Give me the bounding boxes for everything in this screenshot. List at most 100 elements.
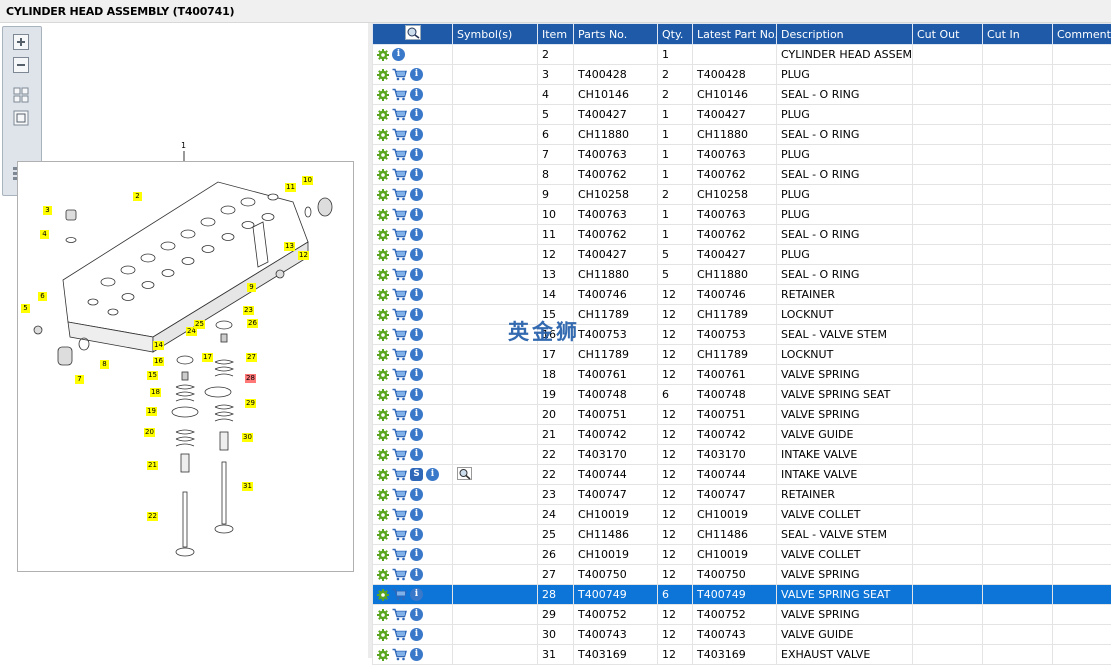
callout-26[interactable]: 26 xyxy=(247,319,258,328)
cart-icon[interactable] xyxy=(392,628,407,641)
callout-18[interactable]: 18 xyxy=(150,388,161,397)
cart-icon[interactable] xyxy=(392,448,407,461)
callout-30[interactable]: 30 xyxy=(242,433,253,442)
info-icon[interactable]: i xyxy=(410,568,423,581)
cart-icon[interactable] xyxy=(392,428,407,441)
info-icon[interactable]: i xyxy=(410,508,423,521)
cart-icon[interactable] xyxy=(392,328,407,341)
cart-icon[interactable] xyxy=(392,468,407,481)
gear-icon[interactable] xyxy=(377,629,389,641)
magnifier-icon[interactable] xyxy=(457,467,472,480)
callout-9[interactable]: 9 xyxy=(247,283,256,292)
gear-icon[interactable] xyxy=(377,549,389,561)
column-header-qty[interactable]: Qty. xyxy=(658,24,693,45)
gear-icon[interactable] xyxy=(377,389,389,401)
cart-icon[interactable] xyxy=(392,488,407,501)
fit-all-icon[interactable] xyxy=(12,86,30,104)
info-icon[interactable]: i xyxy=(410,448,423,461)
callout-8[interactable]: 8 xyxy=(100,360,109,369)
gear-icon[interactable] xyxy=(377,429,389,441)
info-icon[interactable]: i xyxy=(410,408,423,421)
info-icon[interactable]: i xyxy=(410,648,423,661)
column-header-cut-out[interactable]: Cut Out xyxy=(913,24,983,45)
cart-icon[interactable] xyxy=(392,88,407,101)
gear-icon[interactable] xyxy=(377,269,389,281)
cart-icon[interactable] xyxy=(392,308,407,321)
info-icon[interactable]: i xyxy=(410,328,423,341)
column-header-parts-no[interactable]: Parts No. xyxy=(574,24,658,45)
cart-icon[interactable] xyxy=(392,268,407,281)
cart-icon[interactable] xyxy=(392,248,407,261)
gear-icon[interactable] xyxy=(377,529,389,541)
callout-13[interactable]: 13 xyxy=(284,242,295,251)
callout-25[interactable]: 25 xyxy=(194,320,205,329)
gear-icon[interactable] xyxy=(377,449,389,461)
callout-4[interactable]: 4 xyxy=(40,230,49,239)
gear-icon[interactable] xyxy=(377,209,389,221)
cart-icon[interactable] xyxy=(392,408,407,421)
callout-17[interactable]: 17 xyxy=(202,353,213,362)
column-header-actions[interactable] xyxy=(373,24,453,45)
callout-19[interactable]: 19 xyxy=(146,407,157,416)
gear-icon[interactable] xyxy=(377,89,389,101)
cart-icon[interactable] xyxy=(392,148,407,161)
gear-icon[interactable] xyxy=(377,149,389,161)
column-header-description[interactable]: Description xyxy=(777,24,913,45)
cart-icon[interactable] xyxy=(392,188,407,201)
callout-22[interactable]: 22 xyxy=(147,512,158,521)
search-icon[interactable] xyxy=(405,25,421,40)
gear-icon[interactable] xyxy=(377,409,389,421)
gear-icon[interactable] xyxy=(377,609,389,621)
gear-icon[interactable] xyxy=(377,309,389,321)
gear-icon[interactable] xyxy=(377,469,389,481)
column-header-item[interactable]: Item xyxy=(538,24,574,45)
info-icon[interactable]: i xyxy=(410,368,423,381)
cart-icon[interactable] xyxy=(392,128,407,141)
gear-icon[interactable] xyxy=(377,509,389,521)
info-icon[interactable]: i xyxy=(410,308,423,321)
column-header-symbols[interactable]: Symbol(s) xyxy=(453,24,538,45)
info-icon[interactable]: i xyxy=(410,188,423,201)
gear-icon[interactable] xyxy=(377,189,389,201)
info-icon[interactable]: i xyxy=(410,548,423,561)
callout-15[interactable]: 15 xyxy=(147,371,158,380)
zoom-out-icon[interactable] xyxy=(12,56,30,74)
cart-icon[interactable] xyxy=(392,508,407,521)
cart-icon[interactable] xyxy=(392,648,407,661)
callout-2[interactable]: 2 xyxy=(133,192,142,201)
symbol-badge[interactable]: S xyxy=(410,468,423,481)
info-icon[interactable]: i xyxy=(410,248,423,261)
callout-5[interactable]: 5 xyxy=(21,304,30,313)
callout-27[interactable]: 27 xyxy=(246,353,257,362)
info-icon[interactable]: i xyxy=(410,348,423,361)
info-icon[interactable]: i xyxy=(410,288,423,301)
info-icon[interactable]: i xyxy=(410,228,423,241)
callout-3[interactable]: 3 xyxy=(43,206,52,215)
gear-icon[interactable] xyxy=(377,649,389,661)
cart-icon[interactable] xyxy=(392,588,407,601)
gear-icon[interactable] xyxy=(377,129,389,141)
gear-icon[interactable] xyxy=(377,569,389,581)
gear-icon[interactable] xyxy=(377,349,389,361)
info-icon[interactable]: i xyxy=(392,48,405,61)
gear-icon[interactable] xyxy=(377,369,389,381)
info-icon[interactable]: i xyxy=(410,208,423,221)
